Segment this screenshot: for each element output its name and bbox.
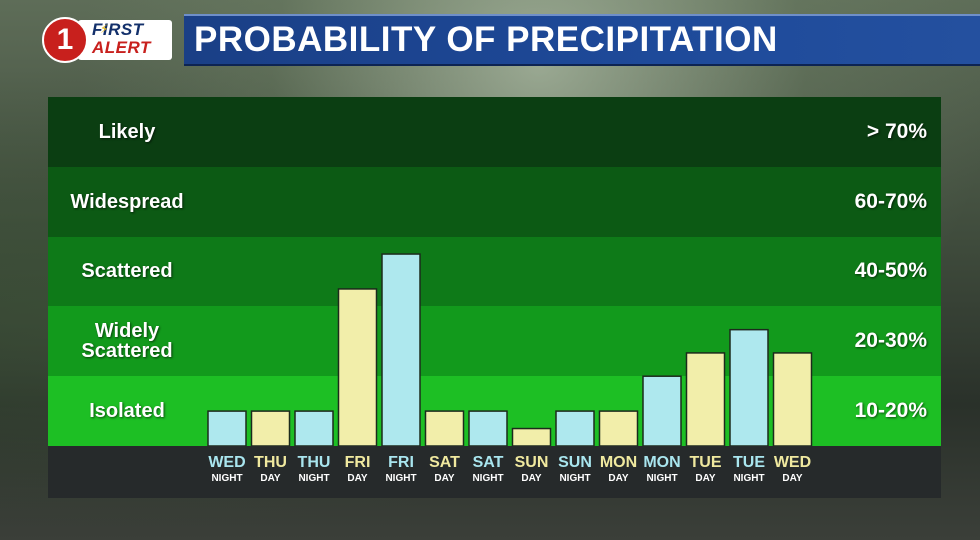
period-name: DAY	[347, 473, 368, 484]
day-label: WED NIGHT	[202, 454, 252, 486]
day-name: TUE	[689, 454, 722, 471]
day-name: SUN	[514, 454, 549, 471]
day-name: TUE	[733, 454, 765, 471]
day-label: TUE DAY	[681, 454, 731, 486]
band-range: > 70%	[866, 119, 927, 143]
bar-mon-night	[642, 375, 682, 446]
bar-thu-day	[250, 410, 291, 446]
band-label: Widely Scattered	[81, 320, 173, 363]
period-name: NIGHT	[472, 473, 504, 484]
day-name: FRI	[388, 454, 414, 471]
day-label: SAT DAY	[420, 454, 470, 486]
first-alert-logo: FIRST ⚡ ALERT 1	[42, 17, 172, 63]
day-name: FRI	[344, 454, 371, 471]
day-label: SUN DAY	[507, 454, 557, 486]
logo-text-panel: FIRST ⚡ ALERT	[78, 20, 172, 60]
day-name: MON	[599, 454, 638, 471]
bar-sun-night	[555, 410, 595, 446]
period-name: DAY	[260, 473, 281, 484]
logo-first-text: FIRST	[92, 20, 144, 39]
day-label: TUE NIGHT	[724, 454, 774, 486]
period-name: DAY	[782, 473, 803, 484]
bar-fri-night	[381, 253, 421, 446]
day-name: MON	[643, 454, 681, 471]
period-name: NIGHT	[385, 473, 417, 484]
day-label: SAT NIGHT	[463, 454, 513, 486]
band-range: 10-20%	[854, 399, 927, 423]
period-name: NIGHT	[211, 473, 243, 484]
day-name: SAT	[472, 454, 504, 471]
period-name: NIGHT	[733, 473, 765, 484]
day-label: MON NIGHT	[637, 454, 687, 486]
channel-number-badge: 1	[42, 17, 88, 63]
band-label: Widespread	[70, 190, 184, 213]
period-name: NIGHT	[559, 473, 591, 484]
day-label: THU DAY	[246, 454, 296, 486]
period-name: DAY	[434, 473, 455, 484]
bar-sat-day	[424, 410, 465, 446]
bar-sun-day	[511, 427, 552, 446]
day-name: SAT	[429, 454, 460, 471]
day-label: FRI NIGHT	[376, 454, 426, 486]
band-range: 40-50%	[854, 259, 927, 283]
band-label: Scattered	[81, 260, 173, 283]
bar-tue-day	[685, 352, 726, 446]
page-title: PROBABILITY OF PRECIPITATION	[194, 20, 778, 59]
day-name: SUN	[558, 454, 592, 471]
day-label: MON DAY	[594, 454, 644, 486]
bar-wed-night	[207, 410, 247, 446]
bar-wed-day	[772, 352, 813, 446]
bar-tue-night	[729, 328, 769, 446]
bar-thu-night	[294, 410, 334, 446]
band-label: Isolated	[89, 400, 165, 423]
band-range: 60-70%	[854, 189, 927, 213]
day-name: THU	[254, 454, 287, 471]
bar-mon-day	[598, 410, 639, 446]
probability-band: Widespread 60-70%	[48, 166, 941, 237]
period-name: NIGHT	[646, 473, 678, 484]
band-label: Likely	[98, 120, 156, 143]
day-name: WED	[773, 454, 812, 471]
bar-fri-day	[337, 288, 378, 446]
logo-alert-text: ALERT	[92, 38, 151, 57]
bar-layer	[207, 253, 813, 446]
probability-band: Scattered 40-50%	[48, 236, 941, 307]
precipitation-chart: Likely > 70% Widespread 60-70% Scattered 40-5…	[48, 97, 941, 446]
day-label: FRI DAY	[333, 454, 383, 486]
title-bar: PROBABILITY OF PRECIPITATION	[184, 14, 980, 66]
band-range: 20-30%	[854, 329, 927, 353]
day-name: WED	[208, 454, 246, 471]
day-labels-strip: WED NIGHT THU DAY THU NIGHT FRI DAY FRI NIGHT SAT D…	[48, 446, 941, 498]
period-name: NIGHT	[298, 473, 330, 484]
probability-band: Likely > 70%	[48, 97, 941, 167]
period-name: DAY	[521, 473, 542, 484]
day-name: THU	[297, 454, 331, 471]
lightning-bolt-icon: ⚡	[100, 22, 109, 36]
period-name: DAY	[608, 473, 629, 484]
bar-sat-night	[468, 410, 508, 446]
day-label: THU NIGHT	[289, 454, 339, 486]
period-name: DAY	[695, 473, 716, 484]
day-label: WED DAY	[768, 454, 818, 486]
day-label: SUN NIGHT	[550, 454, 600, 486]
